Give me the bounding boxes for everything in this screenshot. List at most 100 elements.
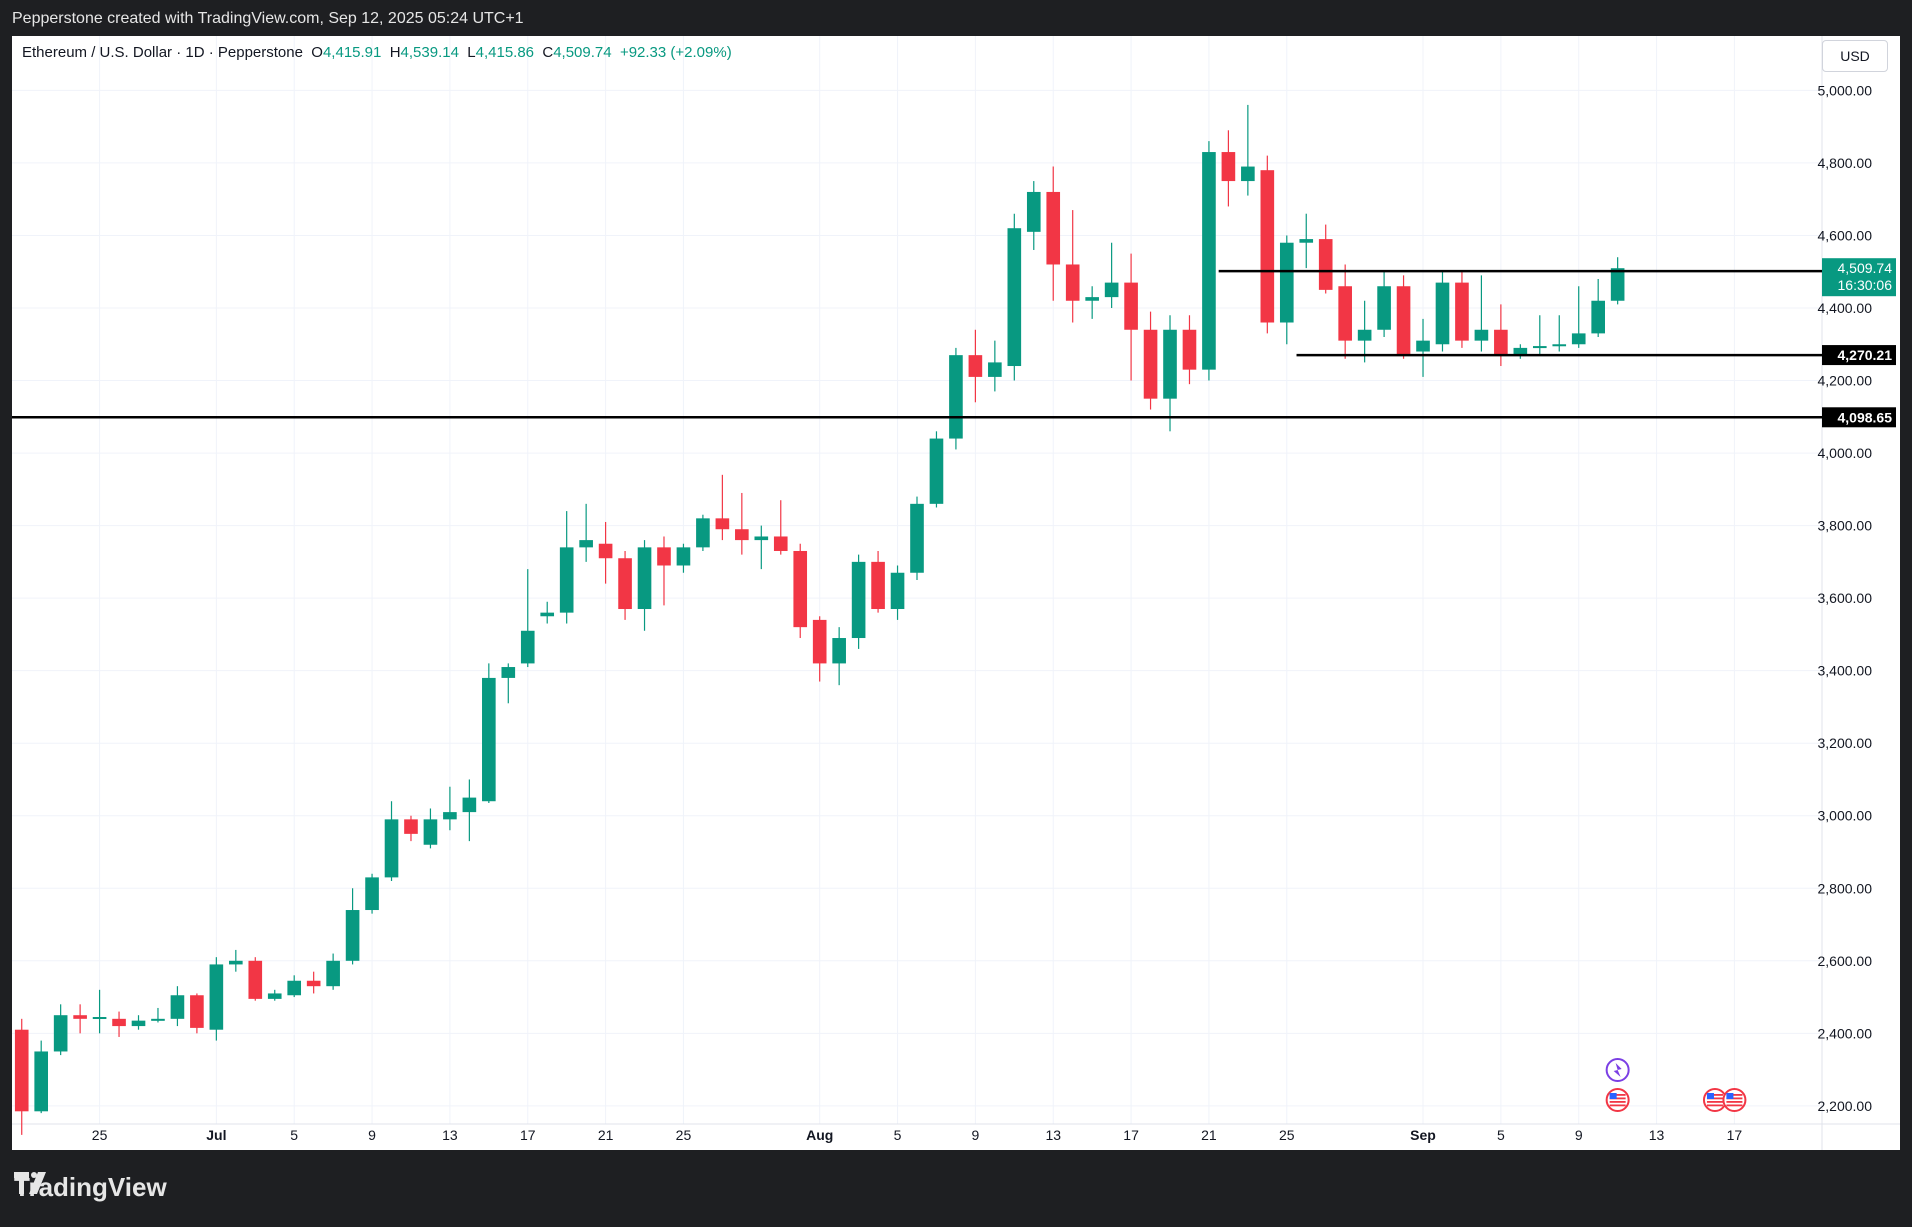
attribution-bar: Pepperstone created with TradingView.com… (0, 0, 1912, 36)
close-value: 4,509.74 (553, 44, 612, 61)
candle-body (1318, 239, 1333, 290)
x-tick-label: 5 (290, 1127, 298, 1143)
candle-body (1532, 346, 1547, 349)
candle-body (170, 995, 185, 1019)
candle-body (1007, 228, 1022, 367)
y-tick-label: 2,800.00 (1818, 880, 1873, 896)
close-label: C (542, 44, 554, 61)
candle-body (1182, 329, 1197, 370)
tradingview-logo[interactable]: TradingView (14, 1172, 167, 1203)
candle-body (754, 536, 769, 541)
level-price-label: 4,098.65 (1838, 409, 1893, 425)
y-tick-label: 4,000.00 (1818, 445, 1873, 461)
candle-body (1299, 239, 1314, 243)
candle-body (1202, 152, 1216, 370)
candle-body (696, 518, 710, 548)
candle-body (618, 558, 632, 610)
candle-body (637, 547, 652, 610)
us-flag-icon-stripe (1609, 1097, 1626, 1100)
candle-body (229, 960, 243, 965)
y-tick-label: 4,400.00 (1818, 300, 1873, 316)
candle-body (657, 547, 671, 566)
x-tick-label: 25 (1279, 1127, 1295, 1143)
candle-body (248, 960, 263, 999)
candle-body (1494, 329, 1508, 356)
candle-body (1241, 166, 1255, 182)
candle-body (1026, 191, 1041, 232)
x-tick-label: 9 (971, 1127, 979, 1143)
candle-body (1279, 242, 1294, 323)
candle-body (151, 1018, 165, 1021)
us-flag-icon-stripe (1609, 1094, 1626, 1096)
y-tick-label: 4,200.00 (1818, 373, 1873, 389)
x-tick-label: 9 (368, 1127, 376, 1143)
us-flag-icon (1605, 1088, 1630, 1112)
candle-body (1143, 329, 1158, 399)
y-tick-label: 2,400.00 (1818, 1025, 1873, 1041)
ohlc-legend: Ethereum / U.S. Dollar · 1D · Pepperston… (22, 44, 732, 61)
high-value: 4,539.14 (400, 44, 459, 61)
currency-button[interactable]: USD (1822, 40, 1888, 72)
candle-body (1163, 329, 1177, 399)
candle-body (1552, 344, 1567, 347)
level-price-label: 4,270.21 (1838, 347, 1893, 363)
candle-body (306, 980, 321, 987)
candle-body (1104, 282, 1119, 298)
x-tick-label: 9 (1575, 1127, 1583, 1143)
candle-body (112, 1018, 126, 1027)
x-tick-label: Aug (806, 1127, 833, 1143)
candle-body (793, 550, 808, 628)
high-label: H (389, 44, 401, 61)
open-label: O (311, 44, 323, 61)
candle-body (735, 529, 749, 541)
tradingview-logo-icon (14, 1172, 46, 1194)
open-value: 4,415.91 (322, 44, 382, 61)
last-price-tag (1822, 258, 1896, 297)
candle-body (1377, 286, 1391, 330)
candle-body (520, 630, 535, 664)
candle-body (326, 960, 340, 987)
us-flag-icon (1722, 1088, 1747, 1112)
y-tick-label: 4,800.00 (1818, 155, 1873, 171)
candle-body (715, 518, 730, 530)
x-tick-label: 13 (1045, 1127, 1061, 1143)
candle-body (1124, 282, 1138, 330)
candle-body (579, 540, 593, 548)
candle-body (209, 964, 224, 1030)
candle-body (540, 612, 555, 617)
y-tick-label: 3,400.00 (1818, 663, 1873, 679)
x-tick-label: 21 (598, 1127, 614, 1143)
candle-body (345, 910, 360, 961)
candle-body (949, 355, 963, 439)
candle-body (1435, 282, 1450, 345)
y-tick-label: 3,600.00 (1818, 590, 1873, 606)
x-tick-label: 5 (894, 1127, 902, 1143)
us-flag-icon-stripe (1726, 1101, 1743, 1103)
candle-body (851, 561, 866, 639)
candle-body (1065, 264, 1080, 301)
y-tick-label: 3,000.00 (1818, 808, 1873, 824)
candle-body (812, 619, 827, 664)
candle-body (92, 1017, 107, 1020)
x-tick-label: 17 (520, 1127, 536, 1143)
candle-body (14, 1029, 29, 1112)
candle-body (1396, 286, 1411, 356)
y-tick-label: 3,800.00 (1818, 518, 1873, 534)
footer-bar (0, 1150, 1912, 1227)
candle-body (1513, 347, 1528, 356)
attribution-text: Pepperstone created with TradingView.com… (12, 10, 524, 27)
candle-body (482, 677, 496, 802)
us-flag-icon-stripe (1609, 1104, 1626, 1107)
candle-body (404, 819, 418, 834)
symbol-title: Ethereum / U.S. Dollar · 1D · Pepperston… (22, 44, 303, 61)
candle-body (131, 1020, 146, 1027)
candle-body (988, 362, 1002, 377)
us-flag-icon-stripe (1726, 1104, 1743, 1107)
candle-body (1416, 340, 1430, 352)
candle-body (190, 995, 204, 1028)
x-tick-label: 17 (1123, 1127, 1139, 1143)
candle-body (1046, 191, 1061, 265)
candle-body (501, 667, 516, 678)
candle-body (53, 1015, 68, 1052)
